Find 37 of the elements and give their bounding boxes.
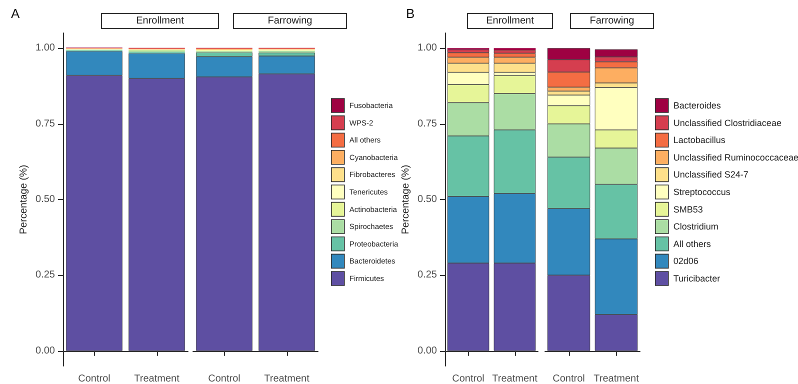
legend-label: Streptococcus (673, 187, 731, 197)
x-tick-label: Treatment (264, 374, 310, 384)
y-tick-label: 0.25 (36, 270, 56, 281)
y-tick-label: 0.75 (418, 118, 438, 130)
legend-label: Unclassified S24-7 (673, 170, 748, 180)
y-tick-label: 0.25 (418, 270, 438, 281)
legend-label: Turicibacter (673, 274, 720, 284)
x-tick-label: Treatment (594, 374, 640, 384)
x-tick-label: Control (452, 374, 484, 384)
legend-label: Unclassified Ruminococcaceae (673, 152, 798, 162)
legend-label: Clostridium (673, 222, 718, 232)
text: Farrowing (590, 16, 634, 26)
x-tick-label: Control (208, 374, 240, 384)
x-tick-label: Control (78, 374, 110, 384)
legend-label: SMB53 (673, 204, 703, 214)
x-tick-label: Control (552, 374, 585, 384)
y-tick-label: 1.00 (418, 42, 438, 54)
x-tick-label: Treatment (492, 374, 538, 384)
y-tick-label: 0.50 (36, 194, 56, 205)
chart-title: B (406, 6, 415, 21)
y-tick-label: 1.00 (36, 42, 56, 54)
legend-label: 02d06 (673, 256, 698, 266)
legend-label: Lactobacillus (673, 135, 726, 146)
chart-title: A (11, 6, 20, 21)
text: Farrowing (268, 16, 312, 26)
y-tick-label: 0.00 (36, 345, 56, 356)
text: Enrollment (486, 16, 534, 26)
y-axis-title: Percentage (%) (400, 164, 412, 234)
y-tick-label: 0.00 (418, 345, 438, 356)
legend-label: Unclassified Clostridiaceae (673, 118, 782, 128)
y-tick-label: 0.75 (36, 118, 56, 130)
y-axis-title: Percentage (%) (18, 164, 30, 234)
legend-label: Bacteroides (673, 100, 722, 110)
legend-label: All others (673, 238, 712, 249)
y-tick-label: 0.50 (418, 194, 438, 205)
x-tick-label: Treatment (134, 374, 180, 384)
text: Enrollment (136, 16, 184, 26)
